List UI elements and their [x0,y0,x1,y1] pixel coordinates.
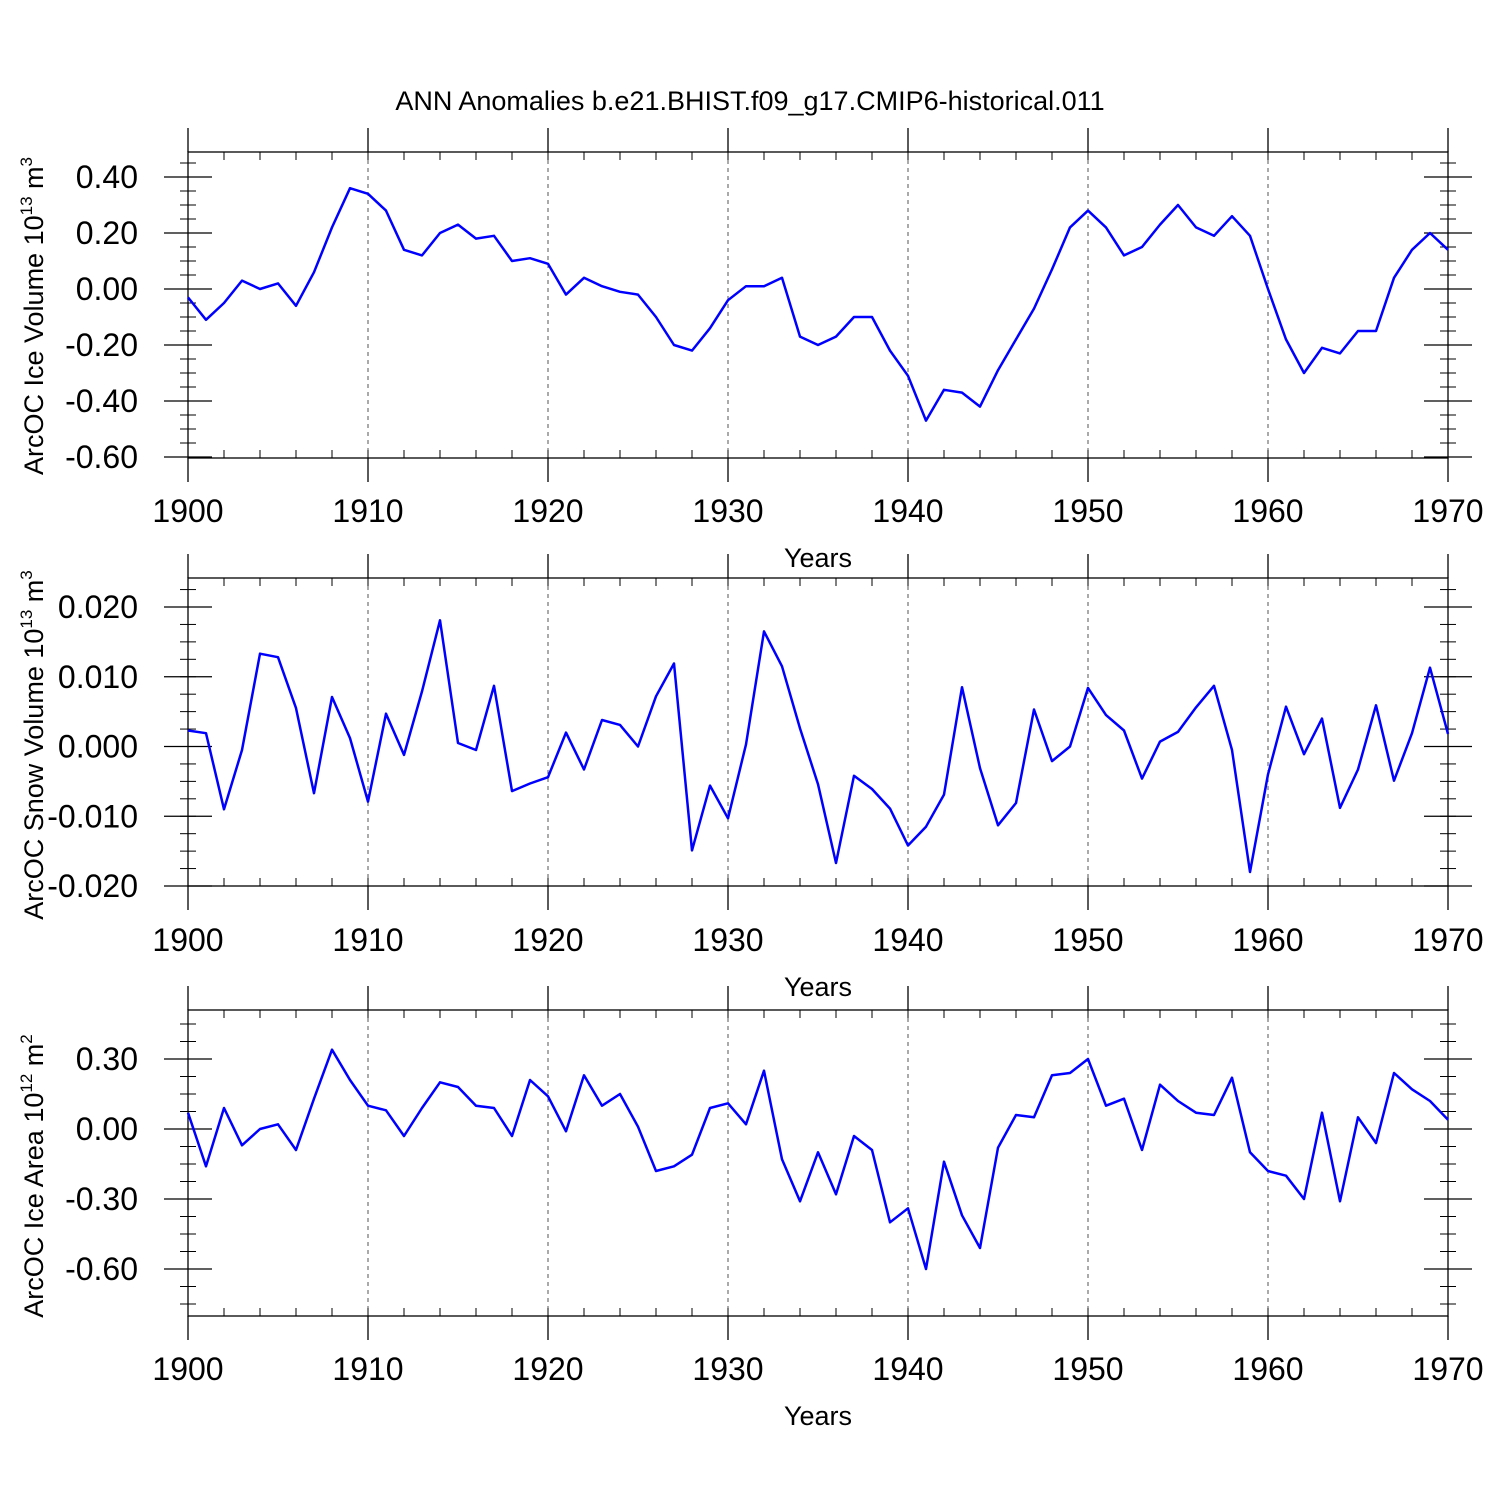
chart-panel-3: 1900 1910 1920 1930 1940 1950 1960 1970 -0.60 -0.… [17,986,1484,1431]
chart-panel-1: 1900 1910 1920 1930 1940 1950 1960 1970 -0.60 -0.… [17,128,1484,573]
y-tick-label: -0.60 [65,1251,138,1287]
x-tick-label: 1930 [692,1351,763,1387]
panels: 1900 1910 1920 1930 1940 1950 1960 1970 -0.60 -0.… [17,128,1484,1431]
y-tick-label: 0.40 [76,159,138,195]
chart-panel-2: 1900 1910 1920 1930 1940 1950 1960 1970 -0.020 -0… [17,554,1484,1002]
x-tick-label: 1970 [1412,1351,1483,1387]
series-line [187,619,1450,874]
x-axis-label: Years [784,543,852,573]
x-tick-label: 1910 [332,1351,403,1387]
x-axis-label: Years [784,972,852,1002]
x-tick-label: 1960 [1232,922,1303,958]
x-axis-label: Years [784,1401,852,1431]
x-tick-label: 1970 [1412,493,1483,529]
x-tick-label: 1930 [692,493,763,529]
y-tick-label: -0.010 [47,798,138,834]
x-tick-label: 1920 [512,493,583,529]
figure-title: ANN Anomalies b.e21.BHIST.f09_g17.CMIP6-… [395,86,1104,116]
x-tick-label: 1940 [872,922,943,958]
x-tick-label: 1940 [872,1351,943,1387]
plot-frame [187,577,1449,887]
x-tick-label: 1970 [1412,922,1483,958]
x-tick-label: 1960 [1232,1351,1303,1387]
y-tick-label: 0.00 [76,271,138,307]
plot-frame [187,151,1449,459]
x-tick-label: 1940 [872,493,943,529]
x-tick-label: 1960 [1232,493,1303,529]
y-tick-label: 0.010 [58,659,138,695]
y-tick-label: -0.20 [65,327,138,363]
y-axis-label: ArcOC Snow Volume 1013 m3 [17,570,49,920]
series-line [186,1048,1449,1271]
y-tick-label: 0.00 [76,1111,138,1147]
x-tick-label: 1950 [1052,922,1123,958]
y-tick-label: -0.60 [65,439,138,475]
y-axis-label: ArcOC Ice Volume 1013 m3 [17,157,49,475]
y-axis-label: ArcOC Ice Area 1012 m2 [17,1034,49,1318]
series-line [187,186,1449,422]
x-tick-label: 1900 [152,493,223,529]
x-tick-label: 1900 [152,1351,223,1387]
x-tick-label: 1910 [332,493,403,529]
x-tick-label: 1900 [152,922,223,958]
x-tick-label: 1920 [512,922,583,958]
y-tick-label: -0.40 [65,383,138,419]
x-tick-label: 1920 [512,1351,583,1387]
y-tick-label: 0.20 [76,215,138,251]
x-tick-label: 1910 [332,922,403,958]
y-tick-label: -0.30 [65,1181,138,1217]
y-tick-label: 0.020 [58,589,138,625]
y-tick-label: 0.000 [58,729,138,765]
x-tick-label: 1950 [1052,493,1123,529]
y-tick-label: -0.020 [47,868,138,904]
x-tick-label: 1930 [692,922,763,958]
x-tick-label: 1950 [1052,1351,1123,1387]
y-tick-label: 0.30 [76,1041,138,1077]
plot-frame [187,1009,1449,1317]
